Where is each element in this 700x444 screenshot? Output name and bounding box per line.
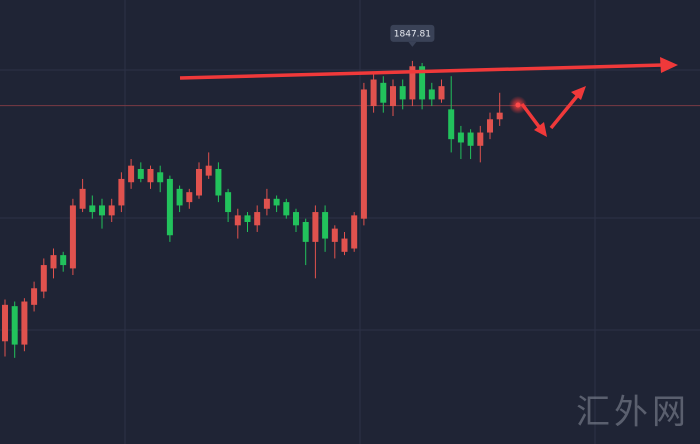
candle-body [79, 188, 86, 209]
candle-body [331, 228, 338, 242]
candle-body [438, 86, 445, 100]
arrow-head [571, 86, 586, 100]
candle-body [351, 215, 358, 249]
candle-body [50, 255, 57, 269]
candle-body [60, 255, 67, 266]
candle-body [360, 89, 367, 219]
candles [2, 60, 503, 358]
candle-body [477, 132, 484, 146]
candle-body [341, 238, 348, 252]
candle-body [157, 172, 164, 183]
candle-body [312, 212, 319, 242]
candle-body [205, 165, 212, 176]
candle-body [302, 222, 309, 242]
candle-body [89, 205, 96, 213]
candle-body [322, 212, 329, 239]
candle-body [137, 168, 144, 179]
candle-body [147, 168, 154, 183]
candle-body [11, 306, 18, 345]
arrow-line [549, 93, 580, 130]
candle-body [21, 301, 28, 345]
candle-body [196, 168, 202, 196]
candle-body [293, 212, 299, 226]
watermark: 汇外网 [576, 393, 690, 433]
candle-body [448, 109, 455, 140]
candle-body [254, 212, 261, 226]
candle-body [370, 79, 377, 107]
candle-body [2, 304, 8, 342]
candle-body [457, 132, 464, 143]
high-value-label: 1847.81 [394, 29, 431, 39]
candle-body [225, 192, 232, 213]
candle-body [69, 205, 76, 269]
candle-body [31, 288, 38, 305]
candle-body [234, 215, 241, 226]
candle-body [283, 202, 290, 216]
candle-body [128, 165, 135, 183]
candle-body [380, 82, 387, 103]
candle-body [467, 132, 474, 146]
candle-body [244, 215, 251, 222]
candle-body [487, 119, 493, 133]
candle-body [108, 205, 115, 216]
candle-body [428, 89, 435, 100]
candle-body [166, 178, 173, 236]
candle-body [409, 66, 416, 100]
label-pointer [408, 41, 417, 47]
candle-body [419, 66, 426, 100]
candle-body [186, 192, 193, 203]
candle-body [399, 86, 406, 100]
candle-body [118, 178, 125, 206]
current-price-dot [515, 102, 521, 108]
annotation-arrows [179, 57, 678, 137]
candle-body [176, 188, 183, 206]
high-label: 1847.81 [390, 24, 435, 47]
arrow-line [179, 63, 665, 80]
candle-body [40, 265, 47, 292]
candle-body [263, 198, 270, 209]
candle-body [496, 112, 503, 120]
candle-body [215, 168, 222, 196]
arrow-head [534, 122, 547, 137]
label-box [390, 24, 435, 42]
arrow-head [660, 57, 678, 73]
candle-body [390, 86, 396, 107]
candle-body [99, 205, 105, 216]
candle-body [273, 198, 280, 206]
